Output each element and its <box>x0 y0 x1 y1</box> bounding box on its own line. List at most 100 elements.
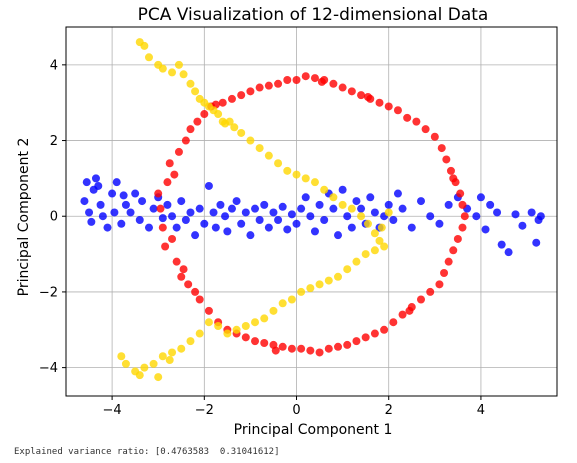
data-point <box>223 227 231 235</box>
data-point <box>348 205 356 213</box>
data-point <box>311 74 319 82</box>
data-point <box>274 80 282 88</box>
data-point <box>297 345 305 353</box>
data-point <box>196 205 204 213</box>
data-point <box>311 178 319 186</box>
data-point <box>316 280 324 288</box>
data-point <box>357 91 365 99</box>
data-point <box>216 201 224 209</box>
x-tick-label: −4 <box>103 403 122 418</box>
data-point <box>528 208 536 216</box>
data-point <box>233 197 241 205</box>
x-tick-label: 2 <box>385 403 393 418</box>
data-point <box>251 205 259 213</box>
data-point <box>191 231 199 239</box>
data-point <box>343 341 351 349</box>
data-point <box>87 218 95 226</box>
data-point <box>449 174 457 182</box>
y-tick-label: −2 <box>39 285 58 300</box>
data-point <box>85 208 93 216</box>
data-point <box>339 201 347 209</box>
data-point <box>184 280 192 288</box>
data-point <box>274 159 282 167</box>
data-point <box>92 174 100 182</box>
data-point <box>364 93 372 101</box>
data-point <box>80 197 88 205</box>
data-point <box>140 364 148 372</box>
data-point <box>438 144 446 152</box>
data-point <box>210 208 218 216</box>
data-point <box>412 118 420 126</box>
data-point <box>445 201 453 209</box>
data-point <box>223 330 231 338</box>
data-point <box>154 190 162 198</box>
data-point <box>498 241 506 249</box>
data-point <box>399 205 407 213</box>
data-point <box>352 197 360 205</box>
data-point <box>97 201 105 209</box>
data-point <box>458 201 466 209</box>
data-point <box>343 212 351 220</box>
data-point <box>288 210 296 218</box>
series-0 <box>80 174 544 256</box>
data-point <box>293 76 301 84</box>
data-point <box>265 224 273 232</box>
data-point <box>435 280 443 288</box>
data-point <box>343 265 351 273</box>
data-point <box>170 171 178 179</box>
data-point <box>186 208 194 216</box>
data-point <box>117 220 125 228</box>
data-point <box>426 212 434 220</box>
data-points <box>80 38 544 381</box>
data-point <box>371 229 379 237</box>
data-point <box>272 347 280 355</box>
data-point <box>435 220 443 228</box>
data-point <box>200 110 208 118</box>
data-point <box>173 258 181 266</box>
data-point <box>180 70 188 78</box>
data-point <box>320 216 328 224</box>
data-point <box>140 42 148 50</box>
data-point <box>422 125 430 133</box>
data-point <box>219 99 227 107</box>
data-point <box>417 295 425 303</box>
data-point <box>212 224 220 232</box>
y-tick-label: 0 <box>50 210 58 225</box>
data-point <box>302 193 310 201</box>
data-point <box>339 84 347 92</box>
data-point <box>302 174 310 182</box>
data-point <box>138 197 146 205</box>
data-point <box>389 216 397 224</box>
data-point <box>456 190 464 198</box>
data-point <box>274 216 282 224</box>
y-axis-label: Principal Component 2 <box>16 138 32 297</box>
data-point <box>168 235 176 243</box>
data-point <box>385 102 393 110</box>
data-point <box>221 212 229 220</box>
data-point <box>403 114 411 122</box>
data-point <box>440 269 448 277</box>
data-point <box>477 193 485 201</box>
data-point <box>352 258 360 266</box>
data-point <box>493 208 501 216</box>
grid-lines <box>66 27 557 396</box>
data-point <box>175 61 183 69</box>
data-point <box>366 193 374 201</box>
data-point <box>394 106 402 114</box>
data-point <box>399 311 407 319</box>
data-point <box>371 330 379 338</box>
data-point <box>159 214 167 222</box>
data-point <box>122 201 130 209</box>
data-point <box>260 339 268 347</box>
data-point <box>283 76 291 84</box>
data-point <box>99 212 107 220</box>
data-point <box>329 193 337 201</box>
data-point <box>454 235 462 243</box>
data-point <box>518 222 526 230</box>
data-point <box>380 326 388 334</box>
data-point <box>214 322 222 330</box>
data-point <box>362 250 370 258</box>
data-point <box>260 314 268 322</box>
data-point <box>532 239 540 247</box>
data-point <box>265 152 273 160</box>
